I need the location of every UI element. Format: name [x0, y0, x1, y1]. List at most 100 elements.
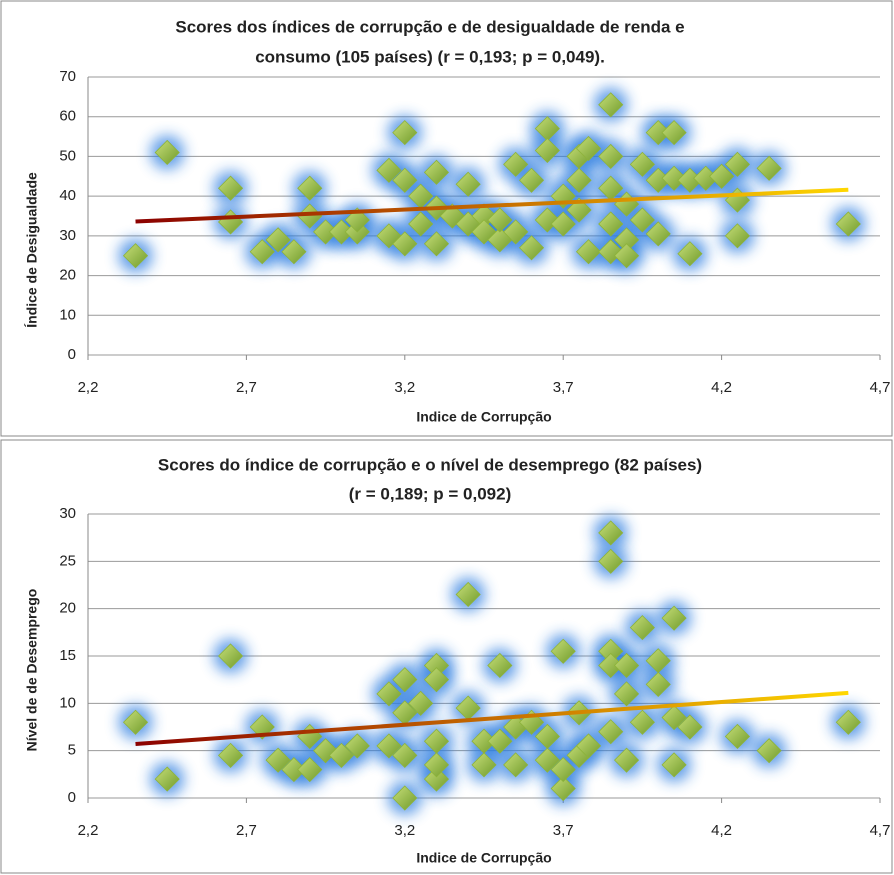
y-axis-label: Nível de de Desemprego [24, 589, 40, 752]
y-tick-label: 30 [59, 505, 76, 522]
point [471, 219, 497, 245]
x-tick-label: 2,2 [78, 379, 99, 396]
point [629, 709, 655, 735]
point [392, 167, 418, 193]
point [645, 671, 671, 697]
point [408, 211, 434, 237]
point [550, 775, 576, 802]
point [756, 738, 782, 764]
point [376, 157, 402, 183]
point [724, 151, 751, 177]
x-tick-label: 3,7 [553, 379, 574, 396]
point [455, 581, 481, 608]
point [629, 615, 655, 641]
chart-title: Scores do índice de corrupção e o nível … [158, 455, 702, 474]
x-tick-label: 2,2 [78, 822, 99, 839]
point [281, 239, 307, 265]
trendline [135, 690, 849, 747]
point [217, 643, 244, 669]
point [265, 227, 291, 253]
point [598, 719, 624, 745]
point [613, 747, 640, 773]
y-tick-label: 40 [59, 187, 76, 204]
y-tick-label: 60 [59, 108, 76, 125]
x-tick-label: 3,7 [553, 822, 574, 839]
point [154, 766, 180, 792]
y-tick-label: 10 [59, 694, 76, 711]
point [677, 714, 703, 740]
point [376, 681, 402, 707]
point [423, 667, 450, 693]
y-tick-label: 0 [68, 346, 76, 363]
point [122, 243, 149, 269]
point [328, 742, 355, 768]
y-tick-label: 15 [59, 647, 76, 664]
y-tick-label: 10 [59, 306, 76, 323]
point [487, 207, 513, 233]
point [709, 163, 735, 189]
point [550, 757, 576, 783]
point [154, 139, 180, 166]
point [423, 159, 450, 185]
panel [0, 0, 893, 437]
point [613, 681, 640, 707]
point [598, 239, 624, 265]
point [724, 723, 751, 750]
point [313, 738, 339, 764]
panel [0, 439, 893, 874]
y-tick-label: 30 [59, 227, 76, 244]
point [724, 223, 751, 249]
point [518, 167, 545, 193]
x-tick-label: 3,2 [394, 822, 415, 839]
point [344, 733, 370, 759]
point [217, 175, 244, 201]
point [661, 165, 687, 191]
point [661, 605, 687, 631]
point [265, 747, 291, 773]
point [423, 766, 450, 792]
point [598, 92, 624, 118]
point [598, 211, 624, 237]
point [518, 235, 545, 261]
point [487, 652, 513, 679]
point [835, 211, 861, 237]
y-tick-label: 0 [68, 789, 76, 806]
point [249, 239, 275, 265]
chart-title: Scores dos índices de corrupção e de des… [175, 17, 684, 36]
point [575, 135, 602, 162]
point [392, 231, 418, 257]
x-tick-label: 4,2 [711, 379, 732, 396]
point [598, 548, 624, 574]
point [503, 151, 529, 177]
point [455, 171, 481, 197]
trendline [135, 187, 849, 224]
y-tick-label: 5 [68, 742, 76, 759]
point [575, 239, 602, 265]
point [471, 752, 497, 778]
point [423, 231, 450, 257]
point [392, 667, 418, 693]
y-tick-label: 25 [59, 552, 76, 569]
point [122, 709, 149, 735]
y-tick-label: 20 [59, 600, 76, 617]
point [550, 183, 576, 209]
x-tick-label: 4,2 [711, 822, 732, 839]
point [423, 752, 450, 778]
point [392, 742, 418, 768]
point [550, 211, 576, 237]
point [376, 733, 402, 759]
x-tick-label: 4,7 [870, 379, 891, 396]
x-tick-label: 2,7 [236, 379, 257, 396]
point [613, 243, 640, 269]
point [392, 120, 418, 146]
x-axis-label: Indice de Corrupção [416, 850, 551, 866]
point [756, 155, 782, 181]
y-tick-label: 20 [59, 267, 76, 284]
point [487, 728, 513, 754]
point [661, 752, 687, 778]
point [550, 638, 576, 664]
point [661, 704, 687, 731]
x-tick-label: 2,7 [236, 822, 257, 839]
point [575, 733, 602, 759]
